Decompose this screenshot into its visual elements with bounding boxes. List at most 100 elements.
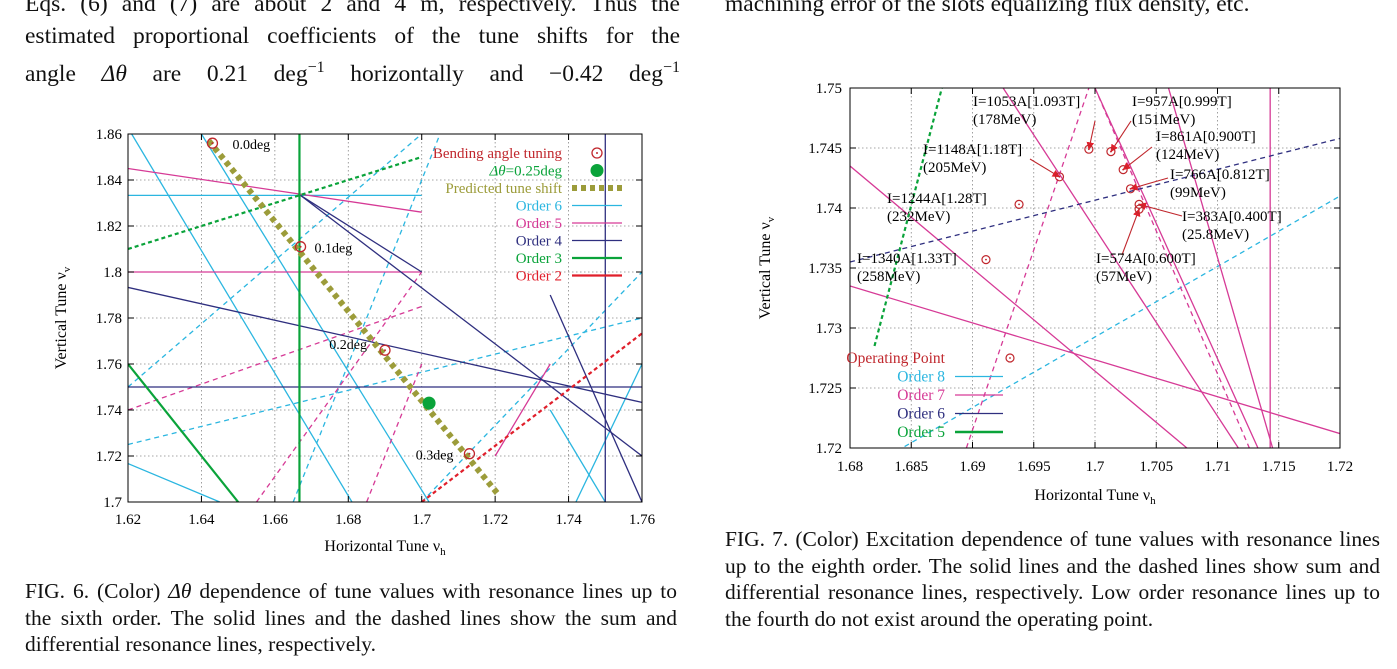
- fig6-resonance-line: [366, 363, 423, 502]
- fig7-annotation-arrow: [1122, 146, 1153, 171]
- fig6-x-tick-label: 1.7: [412, 512, 431, 528]
- fig6-y-tick-label: 1.84: [96, 173, 123, 189]
- fig7-resonance-line: [850, 165, 1188, 448]
- fig6-resonance-line: [128, 167, 422, 213]
- fig6-y-tick-label: 1.74: [96, 403, 123, 419]
- fig7-x-tick-label: 1.695: [1017, 459, 1051, 475]
- fig7-point-sublabel: (178MeV): [973, 112, 1036, 128]
- fig7-x-ticks: 1.68 1.685 1.69 1.695 1.7 1.705 1.71 1.715 1.72: [837, 88, 1353, 475]
- fig7-point: [1106, 146, 1116, 157]
- fig7-point-center: [1138, 208, 1140, 211]
- fig6-point: [206, 137, 219, 149]
- fig6-y-tick-label: 1.7: [103, 495, 122, 511]
- fig7-y-axis-label: Vertical Tune νv: [757, 216, 777, 319]
- fig7-point-center: [1058, 175, 1061, 178]
- fig7-legend-label: Order 5: [897, 424, 945, 441]
- fig7-legend-marker-center: [1009, 357, 1011, 359]
- fig7-point: [981, 255, 991, 265]
- text-line-right-1: machining error of the slots equalizing …: [725, 0, 1250, 17]
- fig7-legend-label: Operating Point: [846, 350, 945, 367]
- fig6-y-axis-label: Vertical Tune νv: [53, 266, 73, 369]
- fig6-points: 0.0deg 0.1deg 0.2deg 0.3deg: [206, 137, 476, 464]
- fig6-resonance-line: [494, 363, 551, 457]
- body-text-top-left: Eqs. (6) and (7) are about 2 and 4 m, re…: [25, 0, 680, 90]
- fig6-x-tick-label: 1.66: [262, 512, 289, 528]
- fig7-x-tick-label: 1.685: [894, 459, 928, 475]
- fig7-point-label: I=957A[0.999T]: [1132, 94, 1232, 110]
- fig7-point-label: I=766A[0.812T]: [1170, 167, 1270, 183]
- fig7-resonance-line: [1094, 88, 1250, 448]
- fig6-resonance-line: [128, 155, 423, 251]
- fig6-legend-label: Δθ=0.25deg: [488, 164, 562, 180]
- fig6-resonance-line: [292, 134, 441, 502]
- fig7-point-center: [1129, 187, 1132, 190]
- fig6-point: [379, 344, 391, 356]
- fig6-legend-marker: [591, 147, 603, 159]
- fig6-x-tick-label: 1.68: [335, 512, 361, 528]
- fig6-legend-marker-center: [596, 152, 598, 154]
- fig6-x-tick-label: 1.72: [482, 512, 508, 528]
- fig7-y-tick-label: 1.74: [816, 201, 843, 217]
- fig7-x-tick-label: 1.68: [837, 459, 863, 475]
- fig6-highlight-point: [422, 396, 436, 410]
- fig7-point: [1054, 172, 1065, 182]
- fig6-y-tick-label: 1.76: [96, 357, 123, 373]
- fig7-point: [1014, 199, 1024, 209]
- fig6-point-label: 0.2deg: [329, 338, 367, 353]
- fig7-point-center: [1110, 150, 1112, 153]
- fig6-resonance-line: [128, 305, 422, 411]
- fig7-point: [1118, 164, 1128, 175]
- body-text-top-right: machining error of the slots equalizing …: [725, 0, 1380, 20]
- fig6-legend-marker: [590, 164, 604, 177]
- fig7-y-tick-label: 1.735: [808, 261, 842, 277]
- fig7-y-tick-label: 1.73: [816, 321, 842, 337]
- fig6-y-ticks: 1.7 1.72 1.74 1.76 1.78 1.8 1.82 1.84 1.86: [96, 127, 642, 511]
- fig7-resonance-line: [965, 88, 1090, 448]
- fig7-annotation-arrow: [1138, 202, 1183, 217]
- fig7-resonance-lines: [850, 88, 1340, 448]
- fig6-point-center: [384, 349, 386, 352]
- fig7-point-sublabel: (205MeV): [923, 160, 986, 176]
- text-line-2: estimated proportional coefficients of t…: [25, 23, 680, 49]
- fig6-point-label: 0.3deg: [416, 449, 454, 464]
- fig7-point-label: I=1053A[1.093T]: [973, 94, 1080, 110]
- fig6-legend-label: Order 2: [516, 269, 562, 285]
- fig7-point-sublabel: (99MeV): [1170, 185, 1226, 201]
- fig7-point-labels: I=1053A[1.093T] (178MeV) I=957A[0.999T] (15…: [857, 94, 1282, 285]
- fig7-point-sublabel: (124MeV): [1156, 147, 1219, 163]
- fig7-point-label: I=383A[0.400T]: [1182, 209, 1282, 225]
- fig6-resonance-line: [549, 409, 606, 502]
- fig6-y-tick-label: 1.78: [96, 311, 122, 327]
- fig6-x-axis-label: Horizontal Tune νh: [324, 538, 446, 558]
- fig7-caption: FIG. 7. (Color) Excitation dependence of…: [725, 527, 1380, 631]
- fig7-resonance-line: [850, 285, 1340, 435]
- fig6-legend-label: Order 6: [516, 199, 563, 215]
- fig7-point: [1125, 184, 1136, 194]
- fig7-annotation-arrow: [1029, 158, 1061, 178]
- fig7-y-tick-label: 1.72: [816, 441, 842, 457]
- fig7-annotation-arrow: [1110, 120, 1132, 153]
- fig7-legend-label: Order 6: [897, 406, 945, 423]
- fig6-x-tick-label: 1.62: [115, 512, 141, 528]
- fig6-legend-label: Predicted tune shift: [445, 181, 562, 197]
- fig7-point-label: I=1148A[1.18T]: [923, 142, 1022, 158]
- fig6-legend: Bending angle tuning Δθ=0.25degPredicted …: [433, 146, 622, 285]
- fig7-point-center: [1122, 168, 1125, 171]
- fig6-predicted-tune-shift: [206, 138, 502, 498]
- fig6-x-tick-label: 1.64: [188, 512, 215, 528]
- fig7-annotation-arrow: [1121, 208, 1141, 256]
- fig7-x-tick-label: 1.705: [1139, 459, 1173, 475]
- fig7-point-sublabel: (232MeV): [887, 209, 950, 225]
- fig7-x-tick-label: 1.715: [1262, 459, 1296, 475]
- fig7-x-tick-label: 1.7: [1086, 459, 1105, 475]
- fig6-y-tick-label: 1.86: [96, 127, 123, 143]
- fig6-point: [294, 241, 307, 253]
- text-line-3: angle Δθ are 0.21 deg−1 horizontally and…: [25, 59, 681, 87]
- fig7-y-ticks: 1.72 1.725 1.73 1.735 1.74 1.745 1.75: [808, 81, 1340, 457]
- fig7-point-label: I=1340A[1.33T]: [857, 251, 957, 267]
- fig6-resonance-line: [128, 134, 423, 388]
- fig6-resonance-line: [255, 271, 423, 502]
- fig6-resonance-line: [300, 194, 642, 457]
- fig6-y-tick-label: 1.82: [96, 219, 122, 235]
